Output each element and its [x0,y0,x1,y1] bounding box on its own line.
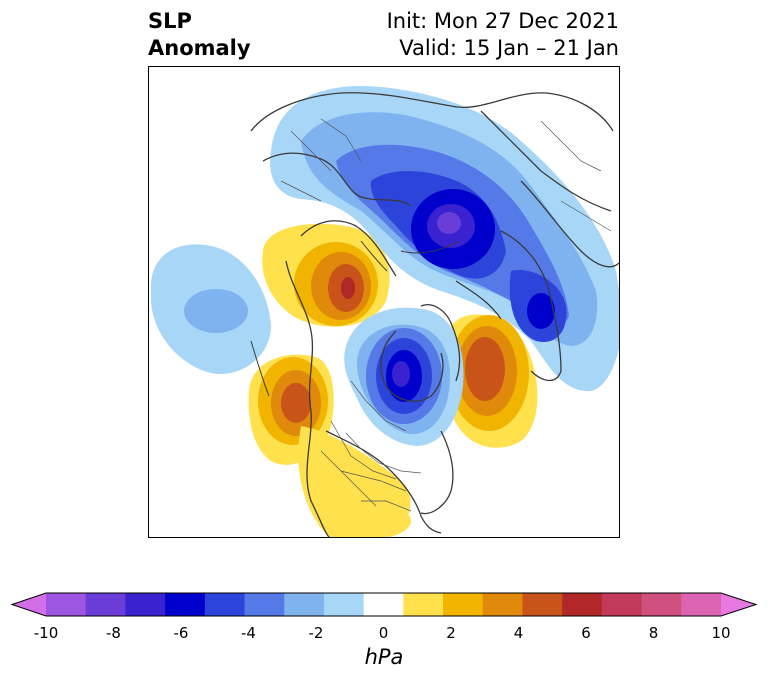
colorbar-tick-label: -4 [241,624,256,642]
negative-anomaly-arctic-eurasia [270,86,619,392]
colorbar-segment [641,593,682,616]
colorbar-extend-low [12,593,46,616]
colorbar-segment [204,593,246,616]
colorbar-tick-label: -2 [308,624,324,642]
colorbar-unit: hPa [364,645,404,669]
colorbar-tick-label: 8 [648,624,659,642]
colorbar-tick-label: -6 [173,624,189,642]
coastlines [250,92,619,537]
map-panel [148,66,620,538]
colorbar-segment [125,593,166,616]
chart-title: SLP Anomaly [148,8,251,62]
colorbar-segment [443,593,484,616]
colorbar-outline [10,592,758,617]
political-borders [280,118,612,512]
title-line-2: Anomaly [148,36,251,60]
colorbar-segment [323,593,365,616]
colorbar-tick-label: -8 [106,624,121,642]
positive-anomaly-western-us [298,426,411,537]
colorbar-tick-label: 0 [378,624,389,642]
title-line-1: SLP [148,9,192,33]
colorbar [10,592,758,617]
colorbar-segment [46,593,87,616]
colorbar-segment [601,593,643,616]
negative-anomaly-pacific [151,244,271,374]
colorbar-tick-label: -10 [33,624,59,642]
positive-anomaly-atlantic [444,314,538,448]
colorbar-segment [165,593,206,616]
init-date: Init: Mon 27 Dec 2021 [386,9,619,33]
colorbar-segment [85,593,126,616]
colorbar-extend-high [721,593,756,616]
colorbar-segment [522,593,563,616]
colorbar-tick-label: 2 [446,624,456,642]
colorbar-segment [363,593,404,616]
colorbar-segment [562,593,603,616]
colorbar-tick-label: 10 [711,624,731,642]
colorbar-tick-label: 4 [513,624,524,642]
run-info: Init: Mon 27 Dec 2021 Valid: 15 Jan – 21… [387,8,619,62]
negative-anomaly-canada [344,307,464,446]
valid-range: Valid: 15 Jan – 21 Jan [399,36,619,60]
positive-anomaly-alaska [262,223,390,327]
colorbar-segment [244,593,285,616]
colorbar-segment [284,593,325,616]
colorbar-segment [482,593,523,616]
anomaly-map [151,86,619,537]
colorbar-tick-label: 6 [581,624,591,642]
colorbar-segment [681,593,722,616]
colorbar-segment [403,593,444,616]
